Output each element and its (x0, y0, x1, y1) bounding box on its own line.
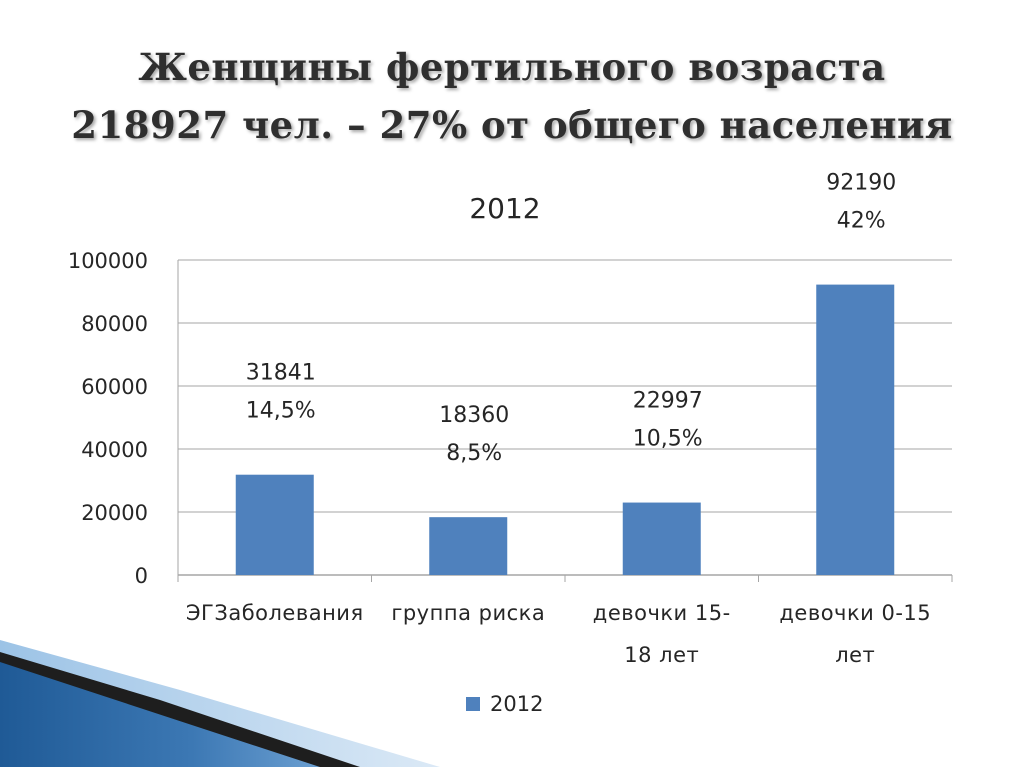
y-tick-label: 40000 (81, 438, 148, 462)
x-tick-label: ЭГЗаболевания (186, 601, 364, 625)
chart-title: 2012 (469, 192, 540, 225)
data-label-value: 92190 (826, 171, 896, 196)
bar (622, 502, 701, 575)
slide-title-line-2: 218927 чел. – 27% от общего населения (71, 103, 953, 147)
y-tick-label: 80000 (81, 312, 148, 336)
x-tick-label: девочки 0-15 (779, 601, 931, 625)
bar (816, 284, 895, 575)
legend-swatch (466, 697, 480, 711)
legend-label: 2012 (490, 692, 543, 716)
y-tick-label: 20000 (81, 501, 148, 525)
bar (235, 474, 314, 575)
data-label-percent: 14,5% (246, 399, 316, 424)
data-label-value: 31841 (246, 361, 316, 386)
slide-title: Женщины фертильного возраста 218927 чел.… (0, 38, 1024, 154)
x-tick-label: девочки 15- (593, 601, 731, 625)
y-tick-label: 60000 (81, 375, 148, 399)
data-label-value: 22997 (633, 389, 703, 414)
x-tick-label: группа риска (391, 601, 545, 625)
data-label-value: 18360 (439, 403, 509, 428)
y-tick-label: 0 (135, 564, 148, 588)
data-label-percent: 8,5% (446, 441, 502, 466)
corner-blue-wedge (0, 662, 320, 767)
data-label-percent: 10,5% (633, 427, 703, 452)
slide-title-line-1: Женщины фертильного возраста (138, 45, 886, 89)
x-tick-label: лет (835, 643, 875, 667)
y-tick-label: 100000 (68, 249, 148, 273)
x-tick-label: 18 лет (624, 643, 699, 667)
bar (429, 517, 508, 575)
data-label-percent: 42% (837, 209, 886, 234)
